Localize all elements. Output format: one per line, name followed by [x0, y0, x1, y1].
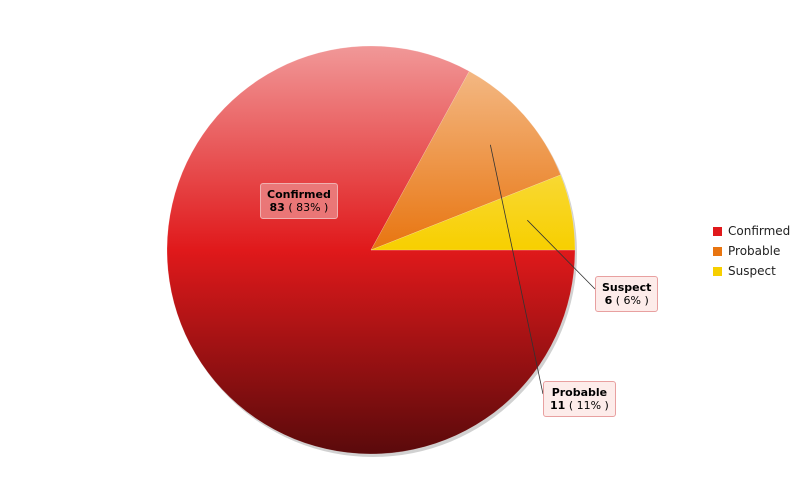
pie-slices [166, 45, 577, 457]
legend-item-suspect[interactable]: Suspect [713, 261, 790, 281]
pie-slice-confirmed[interactable] [166, 45, 576, 455]
pie-slice-probable[interactable] [370, 70, 561, 251]
pie-slice-suspect[interactable] [370, 174, 576, 251]
legend-item-probable[interactable]: Probable [713, 241, 790, 261]
leader-lines [489, 144, 596, 395]
data-label-suspect: Suspect 6 ( 6% ) [595, 276, 659, 312]
legend-swatch [713, 226, 722, 236]
legend-swatch [713, 246, 722, 256]
legend-label: Probable [728, 244, 781, 258]
legend-item-confirmed[interactable]: Confirmed [713, 221, 790, 241]
leader-line-probable [489, 144, 544, 395]
leader-line-suspect [527, 219, 596, 290]
data-label-probable: Probable 11 ( 11% ) [543, 381, 616, 417]
legend-label: Confirmed [728, 224, 791, 238]
chart-legend: Confirmed Probable Suspect [713, 221, 790, 281]
legend-swatch [713, 266, 722, 276]
data-label-confirmed: Confirmed 83 ( 83% ) [260, 183, 338, 219]
legend-label: Suspect [728, 264, 776, 278]
